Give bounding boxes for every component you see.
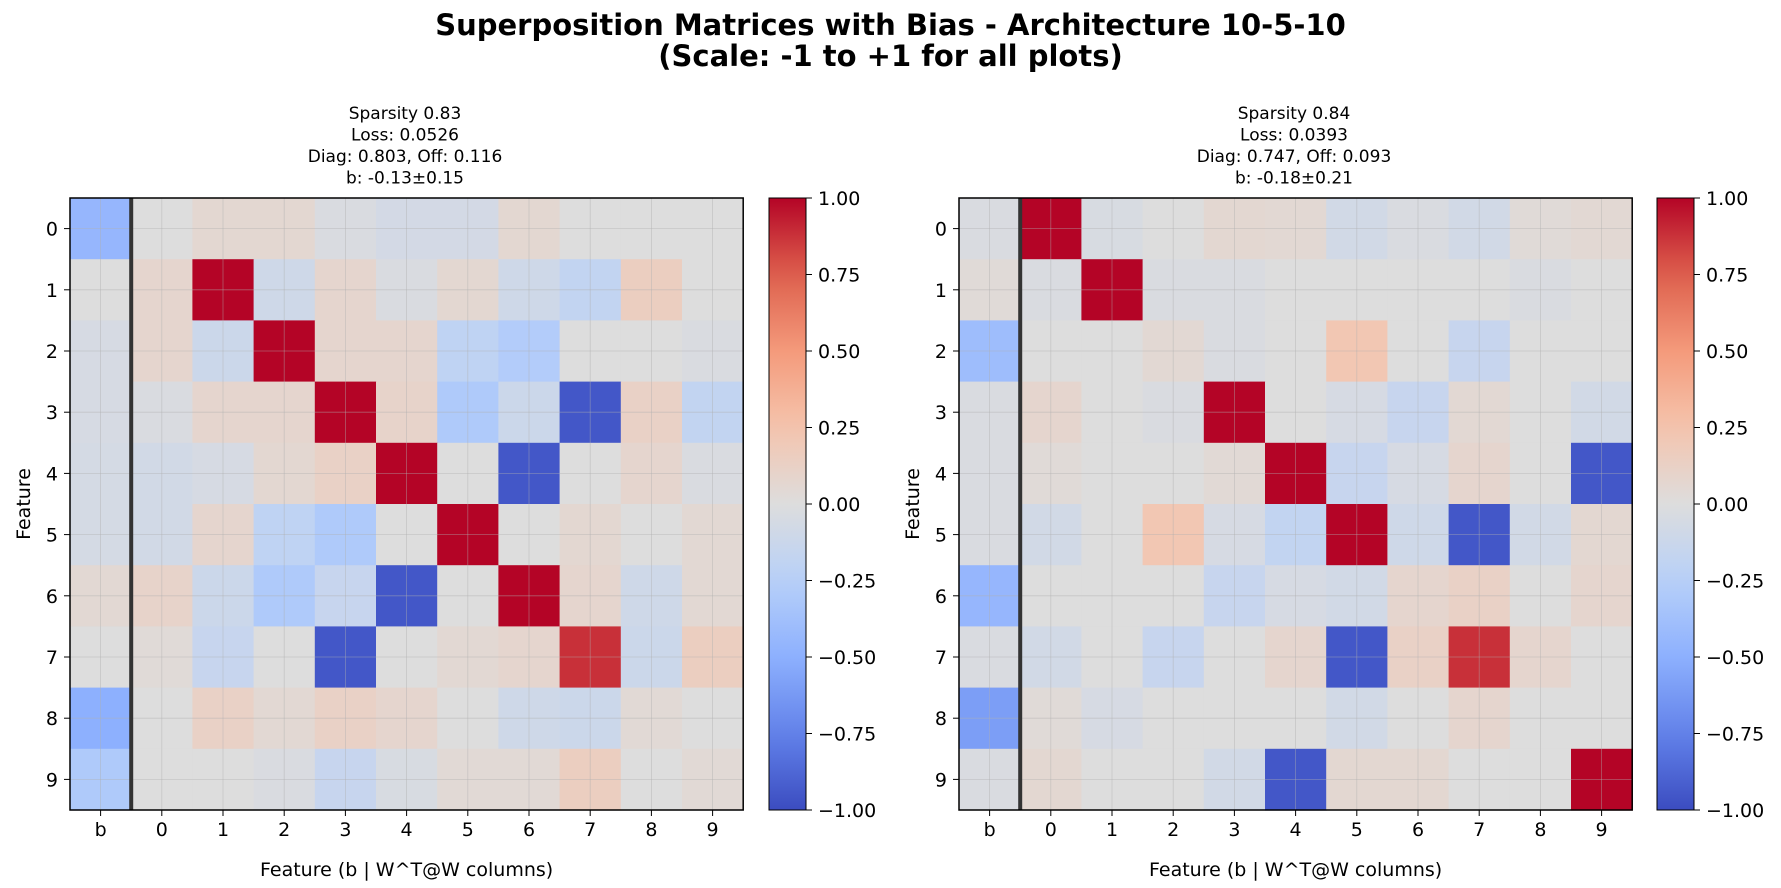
heatmap-panel-2: b 0 1 2 3 4 5 6 7 8 9 0 1 2 3 4 5 6 7 8 9 Feature (b | W^T@W … [902, 104, 1764, 881]
subplot-title-line: Loss: 0.0526 [351, 126, 459, 146]
colorbar-tick-label: −1.00 [818, 800, 876, 822]
x-tick-label: 1 [217, 819, 229, 841]
x-tick-label: 8 [1534, 819, 1546, 841]
y-tick-label: 7 [46, 647, 58, 669]
colorbar-tick-label: 1.00 [1706, 188, 1748, 210]
y-tick-label: 6 [46, 586, 58, 608]
subplot-title-line: Diag: 0.747, Off: 0.093 [1197, 147, 1392, 167]
x-tick-label: 5 [1351, 819, 1363, 841]
colorbar [1656, 197, 1695, 811]
x-axis-label: Feature (b | W^T@W columns) [260, 859, 553, 881]
y-tick-label: 7 [935, 647, 947, 669]
y-tick-label: 5 [46, 525, 58, 547]
figure-title-line-1: Superposition Matrices with Bias - Archi… [435, 8, 1346, 42]
x-tick-label: 0 [1045, 819, 1057, 841]
colorbar-tick-label: −0.25 [1706, 571, 1764, 593]
colorbar-tick-label: 1.00 [818, 188, 860, 210]
x-tick-label: 4 [401, 819, 413, 841]
y-tick-label: 2 [46, 341, 58, 363]
y-tick-label: 4 [935, 463, 947, 485]
colorbar-tick-label: 0.25 [818, 418, 860, 440]
colorbar-tick-label: −0.25 [818, 571, 876, 593]
y-tick-label: 6 [935, 586, 947, 608]
y-tick-label: 2 [935, 341, 947, 363]
y-tick-label: 3 [46, 402, 58, 424]
colorbar-tick-label: −0.75 [818, 724, 876, 746]
heatmap-panel-1: b 0 1 2 3 4 5 6 7 8 9 0 1 2 3 4 5 6 7 8 9 Feature (b | W^T@W … [13, 104, 876, 881]
x-tick-label: 3 [339, 819, 351, 841]
x-tick-label: 0 [156, 819, 168, 841]
colorbar-tick-label: 0.00 [1706, 494, 1748, 516]
x-tick-label: 7 [1473, 819, 1485, 841]
y-axis-label: Feature [902, 468, 924, 540]
x-tick-label: 6 [523, 819, 535, 841]
x-tick-label: 1 [1106, 819, 1118, 841]
y-tick-label: 1 [46, 280, 58, 302]
y-tick-label: 4 [46, 463, 58, 485]
colorbar-tick-label: 0.50 [818, 341, 860, 363]
colorbar [768, 197, 807, 811]
x-axis-label: Feature (b | W^T@W columns) [1149, 859, 1442, 881]
x-tick-label: 2 [1167, 819, 1179, 841]
x-tick-label: b [95, 819, 107, 841]
x-tick-label: 5 [462, 819, 474, 841]
colorbar-tick-label: 0.50 [1706, 341, 1748, 363]
colorbar-tick-label: −0.75 [1706, 724, 1764, 746]
y-tick-label: 8 [46, 708, 58, 730]
y-tick-label: 0 [935, 219, 947, 241]
y-tick-label: 9 [935, 769, 947, 791]
figure-title-line-2: (Scale: -1 to +1 for all plots) [658, 39, 1123, 73]
y-tick-label: 5 [935, 525, 947, 547]
colorbar-tick-label: −0.50 [1706, 647, 1764, 669]
x-tick-label: 8 [645, 819, 657, 841]
x-tick-label: b [984, 819, 996, 841]
colorbar-tick-label: −1.00 [1706, 800, 1764, 822]
x-tick-label: 9 [1596, 819, 1608, 841]
x-tick-label: 2 [278, 819, 290, 841]
y-tick-label: 9 [46, 769, 58, 791]
subplot-title-line: Diag: 0.803, Off: 0.116 [308, 147, 503, 167]
colorbar-tick-label: 0.00 [818, 494, 860, 516]
x-tick-label: 6 [1412, 819, 1424, 841]
y-tick-label: 1 [935, 280, 947, 302]
y-tick-label: 0 [46, 219, 58, 241]
y-tick-label: 3 [935, 402, 947, 424]
x-tick-label: 9 [707, 819, 719, 841]
colorbar-tick-label: 0.75 [818, 265, 860, 287]
x-tick-label: 3 [1228, 819, 1240, 841]
colorbar-tick-label: 0.25 [1706, 418, 1748, 440]
x-tick-label: 4 [1290, 819, 1302, 841]
subplot-title-line: Sparsity 0.84 [1238, 104, 1351, 124]
subplot-title-line: Loss: 0.0393 [1240, 126, 1348, 146]
colorbar-tick-label: −0.50 [818, 647, 876, 669]
subplot-title-line: b: -0.13±0.15 [346, 169, 464, 189]
y-tick-label: 8 [935, 708, 947, 730]
colorbar-tick-label: 0.75 [1706, 265, 1748, 287]
y-axis-label: Feature [13, 468, 35, 540]
subplot-title-line: Sparsity 0.83 [349, 104, 462, 124]
x-tick-label: 7 [584, 819, 596, 841]
subplot-title-line: b: -0.18±0.21 [1235, 169, 1353, 189]
